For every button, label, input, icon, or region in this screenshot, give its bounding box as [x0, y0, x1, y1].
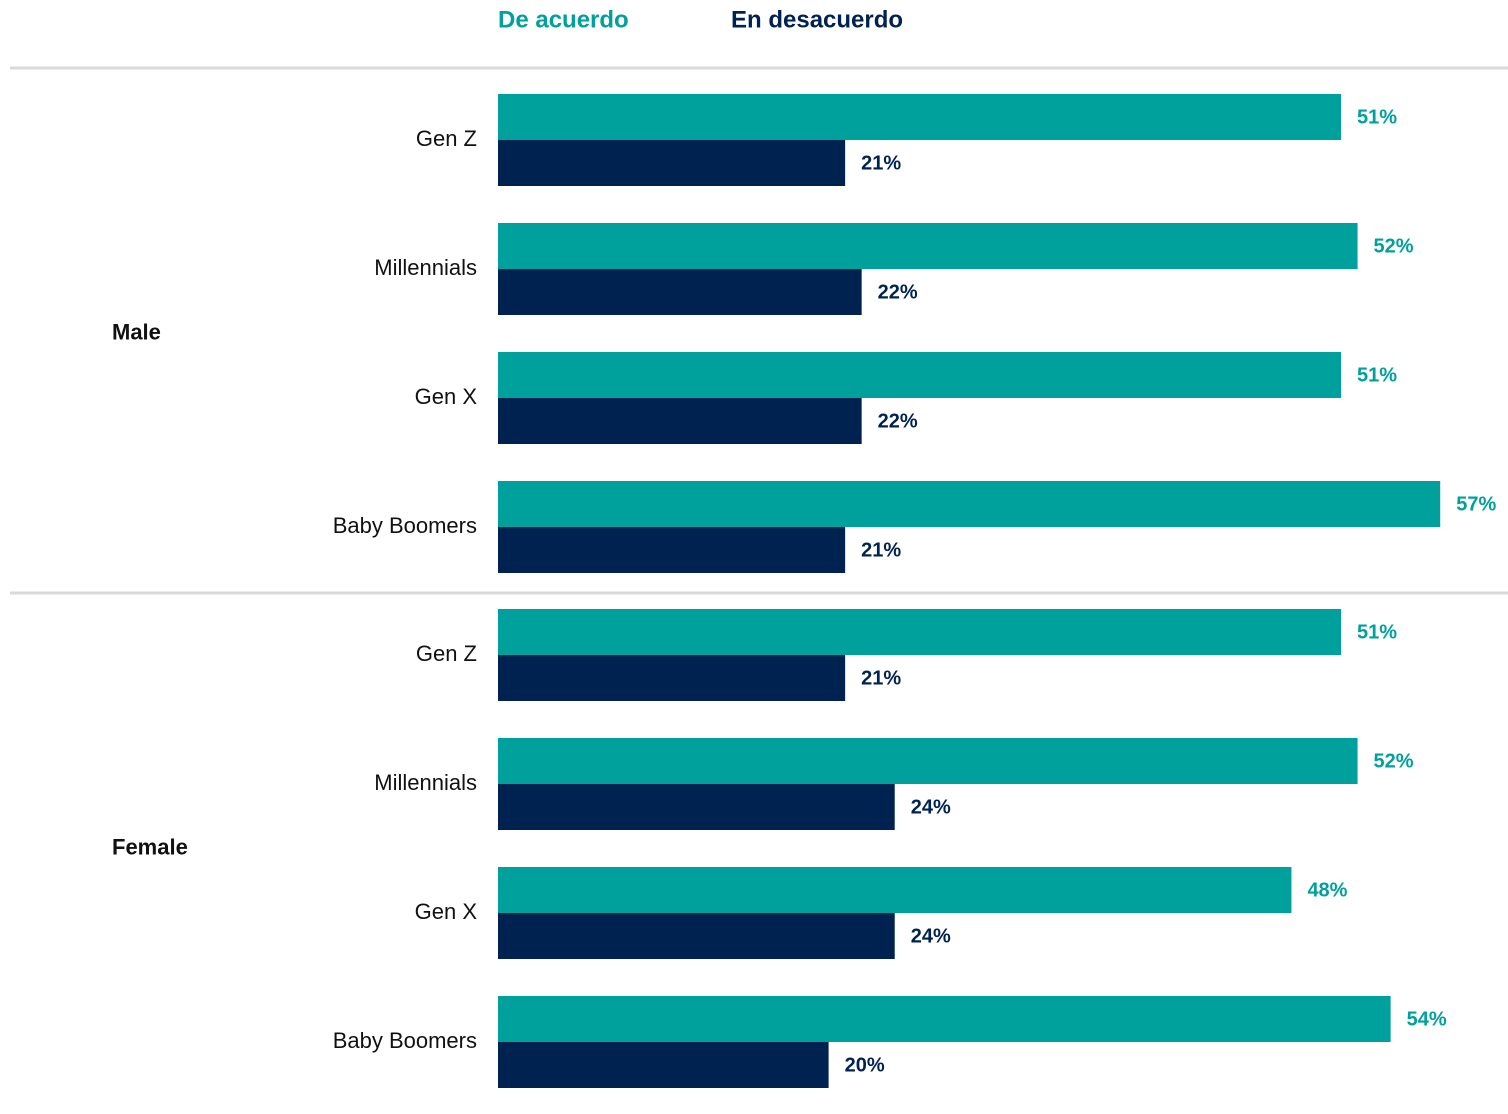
group-label: Female — [112, 834, 188, 859]
value-label: 57% — [1456, 493, 1496, 515]
value-label: 24% — [911, 925, 951, 947]
category-label: Baby Boomers — [333, 1028, 477, 1053]
value-label: 21% — [861, 667, 901, 689]
bar — [498, 140, 846, 186]
value-label: 54% — [1407, 1008, 1447, 1030]
group-label: Male — [112, 319, 161, 344]
legend-entry: De acuerdo — [498, 6, 629, 33]
category-label: Millennials — [374, 770, 477, 795]
bar — [498, 481, 1441, 527]
bar — [498, 867, 1292, 913]
category-label: Gen X — [415, 899, 478, 924]
value-label: 22% — [878, 281, 918, 303]
bar — [498, 94, 1342, 140]
bar — [498, 352, 1342, 398]
bar — [498, 1042, 829, 1088]
category-label: Gen Z — [416, 641, 477, 666]
bar — [498, 655, 846, 701]
bar — [498, 738, 1358, 784]
value-label: 22% — [878, 410, 918, 432]
category-label: Gen Z — [416, 126, 477, 151]
value-label: 24% — [911, 796, 951, 818]
value-label: 52% — [1374, 235, 1414, 257]
value-label: 52% — [1374, 750, 1414, 772]
category-label: Baby Boomers — [333, 513, 477, 538]
value-label: 21% — [861, 539, 901, 561]
bar — [498, 913, 895, 959]
value-label: 51% — [1357, 364, 1397, 386]
value-label: 20% — [845, 1054, 885, 1076]
bar — [498, 527, 846, 573]
value-label: 48% — [1307, 879, 1347, 901]
category-label: Gen X — [415, 384, 478, 409]
value-label: 51% — [1357, 106, 1397, 128]
bar — [498, 269, 862, 315]
bar — [498, 609, 1342, 655]
bar — [498, 996, 1391, 1042]
value-label: 51% — [1357, 621, 1397, 643]
bar — [498, 784, 895, 830]
bar — [498, 398, 862, 444]
legend-entry: En desacuerdo — [731, 6, 903, 33]
value-label: 21% — [861, 152, 901, 174]
bar — [498, 223, 1358, 269]
category-label: Millennials — [374, 255, 477, 280]
